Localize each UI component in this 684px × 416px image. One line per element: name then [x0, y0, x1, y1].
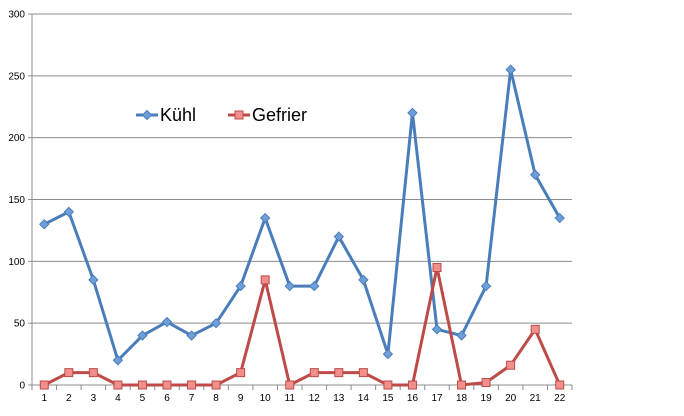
data-point-kuehl: [505, 64, 516, 75]
x-tick-label: 22: [554, 393, 566, 404]
data-point-gefrier: [555, 380, 565, 390]
data-point-kuehl: [431, 324, 443, 335]
legend-label-kuehl: Kühl: [160, 105, 196, 125]
data-point-gefrier: [334, 368, 344, 378]
x-tick-label: 19: [481, 393, 493, 404]
data-point-kuehl: [112, 355, 124, 366]
x-tick-label: 21: [530, 393, 542, 404]
data-point-gefrier: [137, 380, 147, 390]
data-point-gefrier: [481, 378, 491, 388]
data-point-kuehl: [407, 107, 418, 119]
data-point-kuehl: [554, 212, 565, 224]
data-point-kuehl: [382, 348, 394, 360]
data-point-kuehl: [39, 219, 50, 230]
x-tick-label: 17: [431, 393, 443, 404]
data-point-kuehl: [186, 330, 197, 341]
x-axis-ticks: 1 2 3 4 5 6 7 8 9 10 11 12 13 14 15 16 17 18 19 20 21 22: [41, 393, 565, 404]
legend: Kühl Gefrier: [136, 105, 307, 125]
data-point-kuehl: [284, 280, 295, 292]
x-tick-label: 16: [407, 393, 419, 404]
data-point-kuehl: [63, 206, 75, 218]
y-tick-label: 300: [8, 10, 25, 21]
data-point-kuehl: [161, 316, 173, 328]
data-point-gefrier: [285, 380, 295, 390]
data-point-kuehl: [480, 280, 492, 292]
x-tick-label: 15: [382, 393, 394, 404]
series-gefrier: [39, 263, 565, 390]
legend-marker-kuehl: [141, 109, 153, 121]
x-tick-label: 14: [358, 393, 370, 404]
data-point-gefrier: [162, 380, 172, 390]
data-point-kuehl: [358, 274, 369, 286]
data-point-gefrier: [383, 380, 393, 390]
data-point-gefrier: [211, 380, 221, 390]
y-tick-label: 100: [8, 257, 25, 268]
data-point-gefrier: [309, 368, 319, 378]
data-point-kuehl: [88, 274, 99, 286]
data-point-kuehl: [210, 317, 222, 329]
data-point-gefrier: [187, 380, 197, 390]
series-line-gefrier: [43, 266, 562, 387]
data-point-gefrier: [260, 275, 270, 285]
gridlines: [32, 13, 572, 324]
x-tick-label: 20: [505, 393, 517, 404]
y-tick-label: 0: [19, 381, 25, 392]
series-line-kuehl: [43, 68, 562, 362]
x-tick-label: 7: [189, 393, 195, 404]
x-tick-label: 18: [456, 393, 468, 404]
data-point-kuehl: [309, 280, 320, 292]
y-axis-ticks: 0 50 100 150 200 250 300: [8, 10, 25, 392]
x-tick-label: 3: [91, 393, 97, 404]
y-tick-label: 50: [14, 319, 26, 330]
data-point-gefrier: [530, 324, 540, 334]
data-point-gefrier: [457, 380, 467, 390]
y-tick-label: 250: [8, 71, 25, 82]
series-group: [39, 64, 565, 390]
y-tick-label: 200: [8, 133, 25, 144]
x-tick-label: 2: [66, 393, 72, 404]
legend-marker-gefrier: [234, 110, 244, 120]
data-point-kuehl: [456, 330, 467, 341]
x-tick-label: 5: [140, 393, 146, 404]
data-point-kuehl: [259, 212, 271, 224]
legend-item-kuehl: Kühl: [136, 105, 196, 125]
data-point-gefrier: [113, 380, 123, 390]
data-point-gefrier: [236, 368, 246, 378]
x-tick-label: 9: [238, 393, 244, 404]
data-point-gefrier: [64, 368, 74, 378]
data-point-gefrier: [358, 368, 368, 378]
x-tick-label: 10: [260, 393, 272, 404]
x-tick-label: 12: [309, 393, 321, 404]
data-point-gefrier: [432, 263, 442, 273]
x-tick-label: 1: [41, 393, 47, 404]
data-point-kuehl: [137, 330, 148, 341]
data-point-kuehl: [333, 231, 345, 242]
legend-item-gefrier: Gefrier: [228, 105, 307, 125]
x-tick-label: 13: [333, 393, 345, 404]
series-kuehl: [39, 64, 565, 366]
legend-label-gefrier: Gefrier: [252, 105, 307, 125]
y-tick-label: 150: [8, 195, 25, 206]
data-point-gefrier: [88, 368, 98, 378]
x-tick-label: 4: [115, 393, 121, 404]
data-point-kuehl: [529, 169, 541, 180]
data-point-kuehl: [235, 280, 246, 292]
data-point-gefrier: [39, 380, 49, 390]
x-tick-label: 8: [213, 393, 219, 404]
x-tick-label: 6: [164, 393, 170, 404]
data-point-gefrier: [407, 380, 417, 390]
data-point-gefrier: [506, 360, 516, 370]
x-tick-label: 11: [285, 393, 296, 404]
